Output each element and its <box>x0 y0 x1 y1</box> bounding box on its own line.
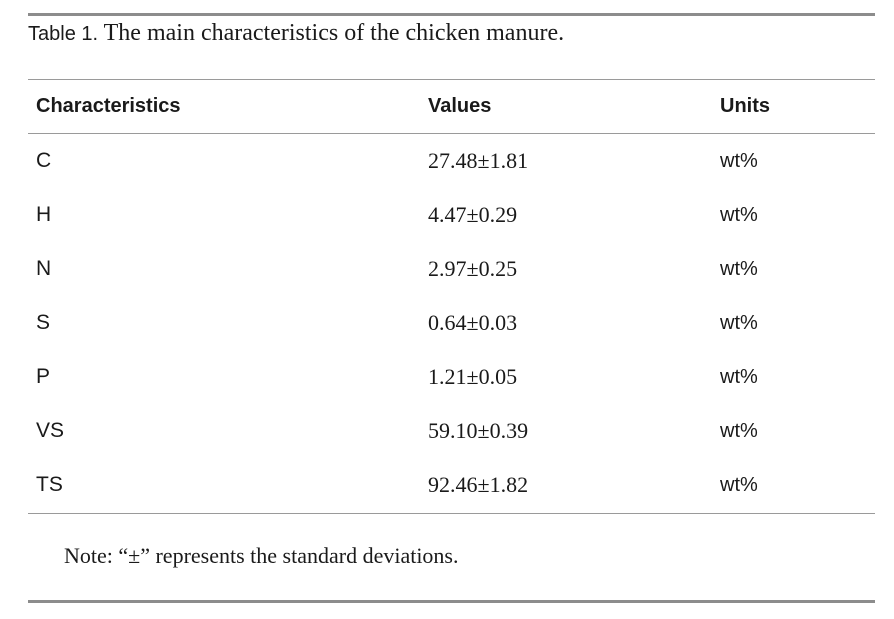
cell-unit: wt% <box>720 474 758 496</box>
cell-unit: wt% <box>720 420 758 442</box>
header-units: Units <box>720 95 770 117</box>
table-caption: Table 1. The main characteristics of the… <box>28 18 564 49</box>
cell-characteristic: TS <box>36 473 63 496</box>
cell-unit: wt% <box>720 204 758 226</box>
table-body: C 27.48±1.81 wt% H 4.47±0.29 wt% N 2.97±… <box>0 134 894 512</box>
table-row: S 0.64±0.03 wt% <box>0 296 894 350</box>
header-bottom-rule <box>28 133 875 134</box>
cell-characteristic: N <box>36 257 52 280</box>
cell-value: 59.10±0.39 <box>428 418 529 443</box>
cell-value: 27.48±1.81 <box>428 148 529 173</box>
table-caption-text: The main characteristics of the chicken … <box>103 20 565 46</box>
cell-unit: wt% <box>720 366 758 388</box>
cell-unit: wt% <box>720 312 758 334</box>
cell-characteristic: P <box>36 365 51 388</box>
header-values: Values <box>428 95 492 117</box>
table-top-rule <box>28 13 875 16</box>
table-caption-label: Table 1. <box>28 23 99 45</box>
header-top-rule <box>28 79 875 80</box>
header-characteristics: Characteristics <box>36 95 181 117</box>
cell-unit: wt% <box>720 150 758 172</box>
cell-value: 0.64±0.03 <box>428 310 518 335</box>
cell-value: 4.47±0.29 <box>428 202 518 227</box>
cell-characteristic: H <box>36 203 52 226</box>
table-row: TS 92.46±1.82 wt% <box>0 458 894 512</box>
table-row: C 27.48±1.81 wt% <box>0 134 894 188</box>
cell-characteristic: S <box>36 311 51 334</box>
cell-unit: wt% <box>720 258 758 280</box>
table-note: Note: “±” represents the standard deviat… <box>64 543 459 568</box>
table-row: VS 59.10±0.39 wt% <box>0 404 894 458</box>
cell-characteristic: C <box>36 149 52 172</box>
table-bottom-rule <box>28 513 875 514</box>
table-row: P 1.21±0.05 wt% <box>0 350 894 404</box>
cell-characteristic: VS <box>36 419 65 442</box>
cell-value: 92.46±1.82 <box>428 472 529 497</box>
table-row: N 2.97±0.25 wt% <box>0 242 894 296</box>
footer-rule <box>28 600 875 603</box>
table-row: H 4.47±0.29 wt% <box>0 188 894 242</box>
cell-value: 1.21±0.05 <box>428 364 518 389</box>
cell-value: 2.97±0.25 <box>428 256 518 281</box>
